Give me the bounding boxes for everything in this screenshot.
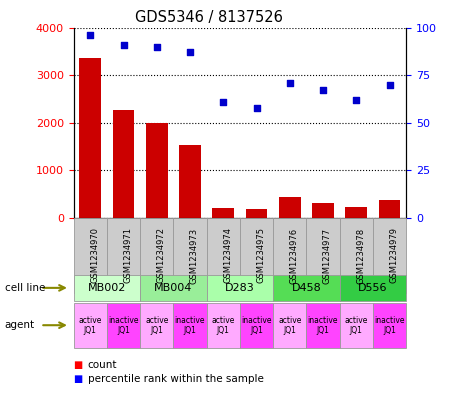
Text: MB004: MB004 <box>154 283 192 293</box>
Point <box>286 80 294 86</box>
Text: D556: D556 <box>358 283 388 293</box>
Point <box>86 32 94 38</box>
Bar <box>79 59 101 218</box>
Text: inactive
JQ1: inactive JQ1 <box>374 316 405 335</box>
Text: active
JQ1: active JQ1 <box>211 316 235 335</box>
Point <box>219 99 227 105</box>
Bar <box>212 208 234 218</box>
Text: GSM1234977: GSM1234977 <box>323 228 332 283</box>
Bar <box>246 209 267 218</box>
Text: GSM1234979: GSM1234979 <box>390 228 399 283</box>
Text: active
JQ1: active JQ1 <box>278 316 302 335</box>
Text: active
JQ1: active JQ1 <box>344 316 368 335</box>
Text: inactive
JQ1: inactive JQ1 <box>241 316 272 335</box>
Bar <box>146 123 168 218</box>
Text: GSM1234974: GSM1234974 <box>223 228 232 283</box>
Text: percentile rank within the sample: percentile rank within the sample <box>88 374 264 384</box>
Bar <box>379 200 400 218</box>
Text: inactive
JQ1: inactive JQ1 <box>108 316 139 335</box>
Text: D458: D458 <box>292 283 321 293</box>
Text: cell line: cell line <box>5 283 45 293</box>
Text: GSM1234976: GSM1234976 <box>290 228 299 283</box>
Text: ■: ■ <box>74 374 83 384</box>
Text: GDS5346 / 8137526: GDS5346 / 8137526 <box>135 10 283 25</box>
Text: GSM1234972: GSM1234972 <box>157 228 166 283</box>
Text: D283: D283 <box>225 283 255 293</box>
Text: count: count <box>88 360 117 370</box>
Bar <box>179 145 201 218</box>
Point <box>352 97 360 103</box>
Text: GSM1234978: GSM1234978 <box>356 228 365 283</box>
Point <box>253 105 260 111</box>
Text: GSM1234971: GSM1234971 <box>124 228 133 283</box>
Text: active
JQ1: active JQ1 <box>145 316 169 335</box>
Text: inactive
JQ1: inactive JQ1 <box>175 316 205 335</box>
Text: GSM1234975: GSM1234975 <box>256 228 266 283</box>
Point <box>120 42 127 48</box>
Text: GSM1234970: GSM1234970 <box>90 228 99 283</box>
Bar <box>345 207 367 218</box>
Bar <box>312 203 334 218</box>
Point <box>319 87 327 94</box>
Point <box>186 49 194 55</box>
Text: ■: ■ <box>74 360 83 370</box>
Bar <box>279 196 301 218</box>
Text: GSM1234973: GSM1234973 <box>190 228 199 283</box>
Text: inactive
JQ1: inactive JQ1 <box>308 316 338 335</box>
Point <box>386 82 393 88</box>
Bar <box>113 110 134 218</box>
Text: MB002: MB002 <box>88 283 126 293</box>
Text: agent: agent <box>5 320 35 330</box>
Text: active
JQ1: active JQ1 <box>78 316 102 335</box>
Point <box>153 44 161 50</box>
